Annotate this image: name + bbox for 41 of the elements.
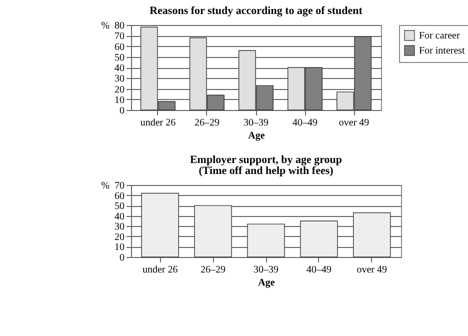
- y-tick-label: 50: [114, 52, 124, 64]
- y-tick-label: 0: [120, 252, 124, 264]
- y-tick-label: 30: [114, 222, 124, 233]
- x-tick-label: 40–49: [306, 264, 332, 276]
- x-tick-label: 26–29: [194, 118, 220, 128]
- x-tick-label: 26–29: [200, 264, 226, 276]
- x-tick-label: 30–39: [244, 118, 268, 128]
- y-tick-label: 0: [120, 106, 124, 116]
- y-tick-label: 10: [114, 94, 124, 106]
- y-tick-label: 70: [114, 31, 124, 42]
- chart-title: Employer support, by age group: [190, 154, 342, 166]
- y-axis-title: %: [101, 180, 110, 192]
- x-axis-title: Age: [248, 130, 266, 142]
- y-tick-label: 30: [114, 74, 124, 85]
- y-tick-label: 60: [114, 42, 124, 53]
- chart-subtitle: (Time off and help with fees): [198, 165, 334, 177]
- y-tick-label: 20: [114, 232, 124, 243]
- x-tick-label: over 49: [338, 118, 370, 128]
- legend-label: For interest: [419, 46, 466, 56]
- bar: [247, 224, 285, 258]
- bar: [300, 220, 338, 258]
- y-tick-label: 40: [114, 63, 124, 74]
- y-tick-label: 80: [114, 20, 124, 32]
- y-tick-label: 20: [114, 84, 124, 96]
- x-tick-label: under 26: [142, 264, 178, 276]
- y-tick-label: 40: [114, 211, 124, 222]
- x-tick-label: under 26: [140, 118, 176, 128]
- y-axis-title: %: [101, 20, 110, 32]
- x-tick-label: 30–39: [254, 264, 278, 276]
- y-tick-label: 60: [114, 190, 124, 202]
- bar: [194, 205, 232, 258]
- bar: [353, 212, 391, 258]
- y-tick-label: 50: [114, 201, 124, 212]
- y-tick-label: 10: [114, 242, 124, 254]
- x-tick-label: 40–49: [292, 118, 318, 128]
- chart-title: Reasons for study according to age of student: [150, 5, 363, 17]
- legend-label: For career: [419, 30, 460, 42]
- x-tick-label: over 49: [356, 264, 388, 276]
- x-axis-title: Age: [258, 278, 276, 288]
- bar: [141, 192, 179, 258]
- y-tick-label: 70: [114, 180, 124, 192]
